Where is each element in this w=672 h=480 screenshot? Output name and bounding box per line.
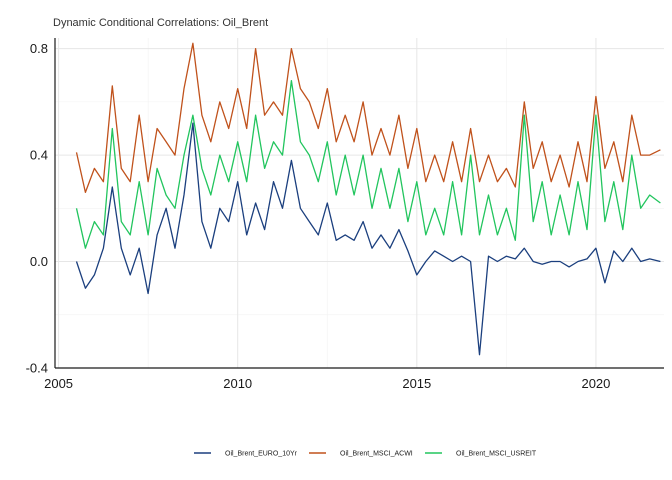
legend-label-oil-brent-msci-usreit: Oil_Brent_MSCI_USREIT xyxy=(456,451,537,458)
legend-label-oil-brent-euro-10yr: Oil_Brent_EURO_10Yr xyxy=(225,451,298,458)
chart-title: Dynamic Conditional Correlations: Oil_Br… xyxy=(53,17,269,29)
legend: Oil_Brent_EURO_10Yr Oil_Brent_MSCI_ACWI Oi… xyxy=(194,451,537,458)
y-tick-label: 0.0 xyxy=(30,254,48,269)
y-tick-label: 0.8 xyxy=(30,41,48,56)
x-tick-label: 2005 xyxy=(44,376,73,391)
x-tick-label: 2020 xyxy=(581,376,610,391)
grid xyxy=(55,38,664,369)
series-line-oil-brent-msci-acwi xyxy=(75,42,661,194)
tick-labels: 2005 2010 2015 2020 -0.4 0.0 0.4 0.8 xyxy=(26,41,611,391)
x-tick-label: 2010 xyxy=(223,376,252,391)
y-tick-label: -0.4 xyxy=(26,361,48,376)
series-line-oil-brent-msci-usreit xyxy=(75,79,661,249)
axes xyxy=(54,38,664,369)
legend-label-oil-brent-msci-acwi: Oil_Brent_MSCI_ACWI xyxy=(340,451,413,458)
y-tick-label: 0.4 xyxy=(30,148,48,163)
series-line-oil-brent-euro-10yr xyxy=(75,122,661,356)
series-lines xyxy=(75,42,661,356)
x-tick-label: 2015 xyxy=(402,376,431,391)
